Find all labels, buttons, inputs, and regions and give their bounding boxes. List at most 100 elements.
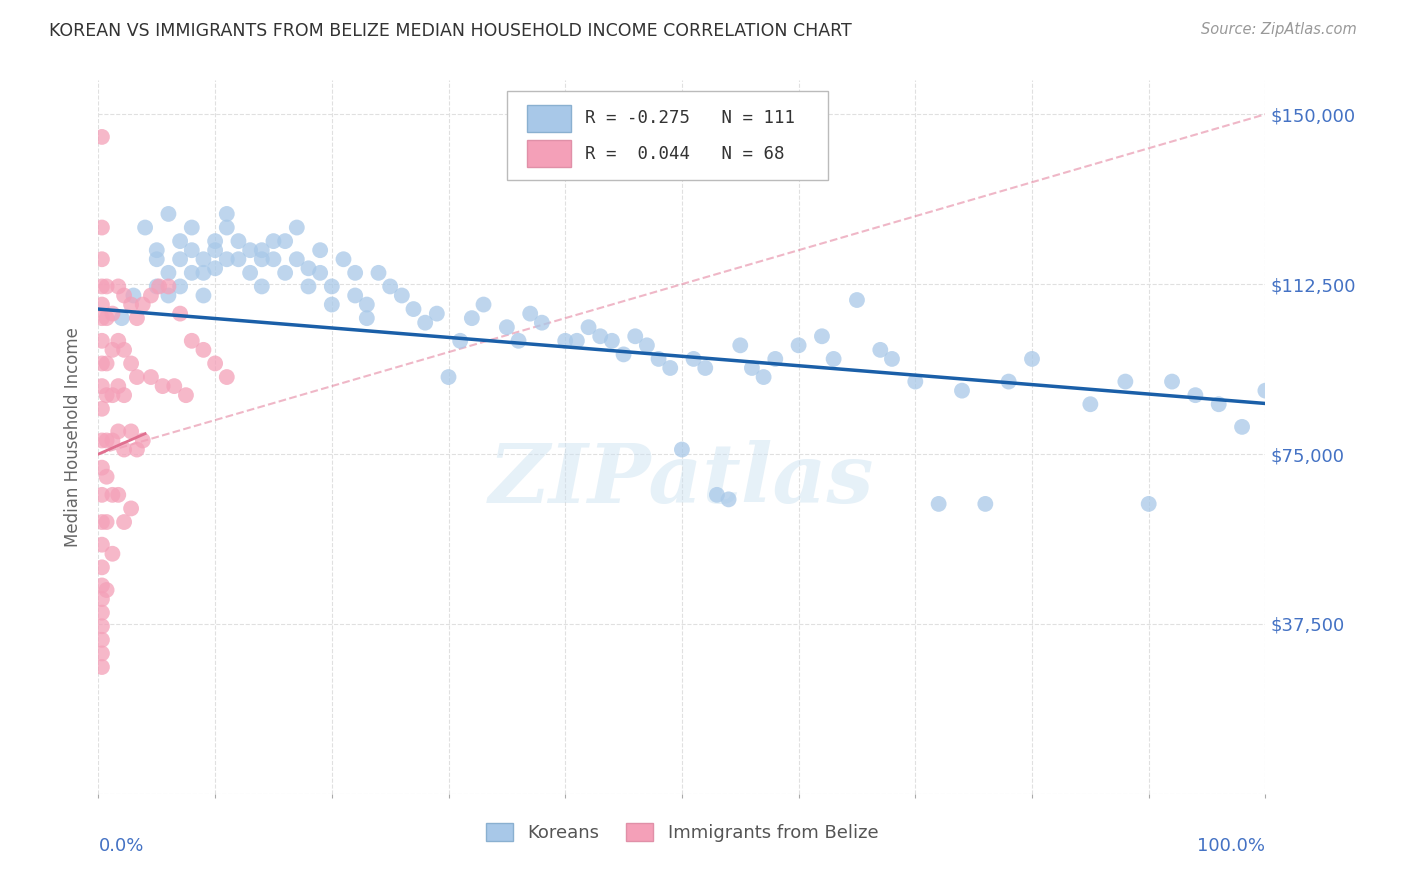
Point — [180, 220, 202, 235]
Point — [356, 311, 378, 326]
Point — [122, 288, 145, 302]
Point — [112, 515, 135, 529]
Bar — [527, 104, 571, 132]
Point — [120, 425, 142, 439]
Point — [215, 207, 238, 221]
Point — [90, 334, 112, 348]
Point — [134, 220, 156, 235]
Point — [90, 311, 112, 326]
Point — [706, 488, 728, 502]
Point — [180, 243, 202, 257]
Point — [321, 297, 343, 311]
Point — [1278, 442, 1301, 457]
Point — [157, 288, 180, 302]
Point — [380, 279, 402, 293]
Point — [90, 220, 112, 235]
Point — [101, 547, 124, 561]
Point — [90, 129, 112, 144]
Point — [950, 384, 973, 398]
Point — [96, 279, 118, 293]
Point — [880, 351, 903, 366]
Point — [332, 252, 354, 267]
Point — [565, 334, 588, 348]
Point — [647, 351, 669, 366]
Text: Source: ZipAtlas.com: Source: ZipAtlas.com — [1201, 22, 1357, 37]
Point — [1230, 420, 1253, 434]
Point — [682, 351, 704, 366]
Point — [90, 356, 112, 370]
Bar — [527, 140, 571, 168]
Point — [193, 266, 215, 280]
Point — [101, 434, 124, 448]
Point — [274, 234, 297, 248]
Point — [250, 252, 273, 267]
Point — [107, 334, 129, 348]
Point — [811, 329, 834, 343]
Point — [1395, 429, 1406, 443]
Point — [344, 266, 367, 280]
Point — [717, 492, 740, 507]
Point — [262, 234, 284, 248]
Point — [139, 370, 162, 384]
Point — [472, 297, 495, 311]
Point — [846, 293, 869, 307]
Point — [96, 469, 118, 483]
Point — [228, 252, 250, 267]
Point — [391, 288, 413, 302]
Point — [309, 243, 332, 257]
Point — [636, 338, 658, 352]
Point — [297, 261, 319, 276]
Point — [695, 361, 717, 376]
Point — [146, 243, 169, 257]
Point — [1371, 420, 1393, 434]
Point — [139, 288, 162, 302]
Point — [90, 647, 112, 661]
Point — [671, 442, 693, 457]
Point — [285, 252, 308, 267]
Point — [763, 351, 786, 366]
Point — [1114, 375, 1136, 389]
Point — [250, 243, 273, 257]
Point — [204, 356, 226, 370]
Point — [180, 334, 202, 348]
Point — [125, 370, 148, 384]
Point — [125, 442, 148, 457]
Point — [752, 370, 775, 384]
Point — [174, 388, 197, 402]
Point — [96, 582, 118, 597]
Point — [90, 488, 112, 502]
Text: 0.0%: 0.0% — [98, 837, 143, 855]
Point — [413, 316, 436, 330]
Point — [344, 288, 367, 302]
Point — [215, 370, 238, 384]
Point — [787, 338, 810, 352]
Point — [90, 379, 112, 393]
Point — [107, 279, 129, 293]
Point — [101, 307, 124, 321]
Point — [90, 538, 112, 552]
Point — [1184, 388, 1206, 402]
Point — [402, 302, 425, 317]
Point — [578, 320, 600, 334]
Point — [461, 311, 484, 326]
Point — [239, 266, 262, 280]
Point — [215, 252, 238, 267]
Point — [132, 434, 155, 448]
Point — [659, 361, 682, 376]
Point — [180, 266, 202, 280]
Point — [356, 297, 378, 311]
Point — [112, 388, 135, 402]
Point — [90, 578, 112, 592]
Point — [1161, 375, 1184, 389]
Point — [193, 252, 215, 267]
Point — [449, 334, 471, 348]
Y-axis label: Median Household Income: Median Household Income — [65, 327, 83, 547]
Point — [204, 261, 226, 276]
Point — [321, 279, 343, 293]
Point — [146, 279, 169, 293]
Point — [869, 343, 891, 357]
Point — [148, 279, 170, 293]
Point — [508, 334, 530, 348]
Point — [974, 497, 997, 511]
Point — [193, 343, 215, 357]
